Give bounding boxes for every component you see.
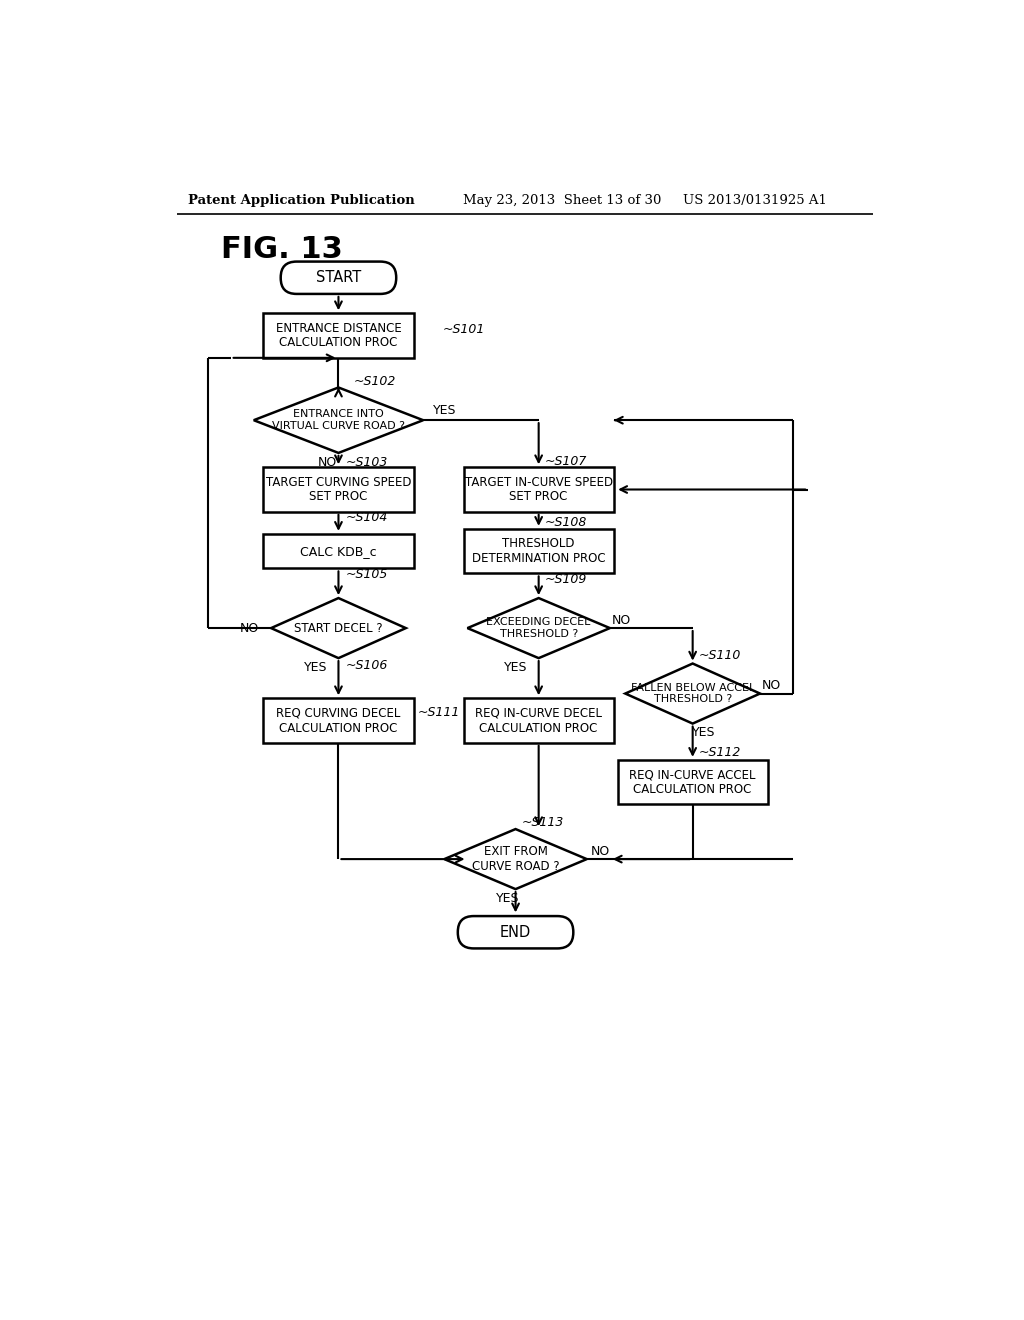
Text: EXIT FROM
CURVE ROAD ?: EXIT FROM CURVE ROAD ? <box>472 845 559 873</box>
Text: ~S107: ~S107 <box>545 454 587 467</box>
Text: YES: YES <box>303 661 327 675</box>
Text: Patent Application Publication: Patent Application Publication <box>188 194 415 207</box>
Text: NO: NO <box>611 614 631 627</box>
FancyBboxPatch shape <box>464 698 613 743</box>
Text: ~S105: ~S105 <box>346 568 388 581</box>
FancyBboxPatch shape <box>617 760 768 804</box>
Polygon shape <box>271 598 406 659</box>
Text: TARGET IN-CURVE SPEED
SET PROC: TARGET IN-CURVE SPEED SET PROC <box>465 475 612 503</box>
FancyBboxPatch shape <box>263 467 414 512</box>
Text: ~S110: ~S110 <box>698 649 741 663</box>
Text: FIG. 13: FIG. 13 <box>221 235 343 264</box>
Text: EXCEEDING DECEL
THRESHOLD ?: EXCEEDING DECEL THRESHOLD ? <box>486 618 591 639</box>
Text: ~S113: ~S113 <box>521 816 564 829</box>
Text: ~S112: ~S112 <box>698 746 741 759</box>
Text: ~S111: ~S111 <box>418 706 460 719</box>
Text: ~S104: ~S104 <box>346 511 388 524</box>
Text: ~S106: ~S106 <box>346 659 388 672</box>
Text: ~S108: ~S108 <box>545 516 587 529</box>
Text: ~S102: ~S102 <box>354 375 396 388</box>
Text: REQ CURVING DECEL
CALCULATION PROC: REQ CURVING DECEL CALCULATION PROC <box>276 706 400 734</box>
Polygon shape <box>626 664 760 723</box>
Text: FALLEN BELOW ACCEL
THRESHOLD ?: FALLEN BELOW ACCEL THRESHOLD ? <box>631 682 755 705</box>
FancyBboxPatch shape <box>263 313 414 358</box>
Text: THRESHOLD
DETERMINATION PROC: THRESHOLD DETERMINATION PROC <box>472 537 605 565</box>
Text: ~S109: ~S109 <box>545 573 587 586</box>
Text: YES: YES <box>496 892 519 906</box>
Text: May 23, 2013  Sheet 13 of 30: May 23, 2013 Sheet 13 of 30 <box>463 194 662 207</box>
Text: NO: NO <box>240 622 259 635</box>
Text: START: START <box>315 271 361 285</box>
FancyBboxPatch shape <box>464 529 613 573</box>
FancyBboxPatch shape <box>464 467 613 512</box>
Text: ENTRANCE DISTANCE
CALCULATION PROC: ENTRANCE DISTANCE CALCULATION PROC <box>275 322 401 350</box>
FancyBboxPatch shape <box>263 533 414 569</box>
FancyBboxPatch shape <box>281 261 396 294</box>
Polygon shape <box>444 829 587 890</box>
FancyBboxPatch shape <box>458 916 573 949</box>
Text: TARGET CURVING SPEED
SET PROC: TARGET CURVING SPEED SET PROC <box>265 475 412 503</box>
Text: US 2013/0131925 A1: US 2013/0131925 A1 <box>683 194 827 207</box>
Text: YES: YES <box>504 661 527 675</box>
FancyBboxPatch shape <box>263 698 414 743</box>
Polygon shape <box>467 598 610 659</box>
Text: NO: NO <box>762 680 781 693</box>
Text: YES: YES <box>692 726 716 739</box>
Text: REQ IN-CURVE ACCEL
CALCULATION PROC: REQ IN-CURVE ACCEL CALCULATION PROC <box>630 768 756 796</box>
Text: START DECEL ?: START DECEL ? <box>294 622 383 635</box>
Text: ~S101: ~S101 <box>442 323 485 335</box>
Text: CALC KDB_c: CALC KDB_c <box>300 545 377 557</box>
Text: ENTRANCE INTO
VIRTUAL CURVE ROAD ?: ENTRANCE INTO VIRTUAL CURVE ROAD ? <box>272 409 404 432</box>
Text: ~S103: ~S103 <box>346 455 388 469</box>
Text: END: END <box>500 925 531 940</box>
Text: NO: NO <box>317 455 337 469</box>
Text: NO: NO <box>591 845 610 858</box>
Text: YES: YES <box>433 404 457 417</box>
Polygon shape <box>254 388 423 453</box>
Text: REQ IN-CURVE DECEL
CALCULATION PROC: REQ IN-CURVE DECEL CALCULATION PROC <box>475 706 602 734</box>
